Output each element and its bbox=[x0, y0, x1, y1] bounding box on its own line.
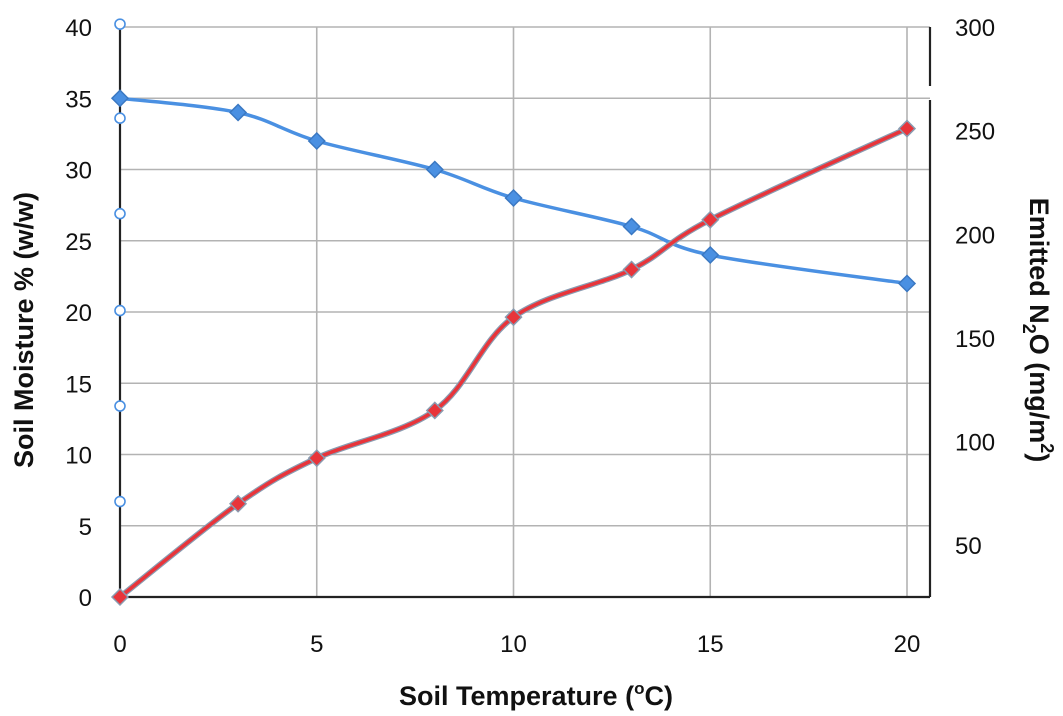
y2-tick-label-150: 150 bbox=[955, 326, 995, 353]
y-tick-label-30: 30 bbox=[65, 158, 92, 185]
left-axis-open-marker-5 bbox=[114, 495, 126, 508]
y-tick-label-0: 0 bbox=[79, 585, 92, 612]
x-tick-label-0: 0 bbox=[113, 631, 126, 658]
left-axis-open-marker-3 bbox=[114, 304, 126, 317]
moisture-series-point-0 bbox=[110, 89, 130, 108]
y2-tick-label-100: 100 bbox=[955, 430, 995, 457]
y-tick-label-10: 10 bbox=[65, 443, 92, 470]
left-axis-open-marker-1 bbox=[114, 112, 126, 124]
y2-axis-title: Emitted N2O (mg/m2) bbox=[1019, 198, 1057, 463]
x-tick-label-15: 15 bbox=[697, 631, 724, 658]
y-tick-label-5: 5 bbox=[79, 514, 92, 541]
moisture-series-point-7 bbox=[897, 274, 917, 293]
x-tick-label-10: 10 bbox=[500, 631, 527, 658]
y-tick-label-15: 15 bbox=[65, 371, 92, 398]
n2o-series-point-4 bbox=[504, 308, 523, 327]
left-axis-open-marker-2 bbox=[114, 207, 126, 220]
left-axis-open-marker-4 bbox=[114, 400, 126, 412]
moisture-series-point-4 bbox=[504, 188, 523, 208]
y-tick-label-35: 35 bbox=[65, 86, 92, 113]
n2o-series-point-0 bbox=[110, 587, 130, 607]
marker-layer bbox=[110, 18, 917, 607]
n2o-series-point-3 bbox=[425, 401, 444, 420]
n2o-series-point-1 bbox=[228, 494, 248, 513]
left-axis-open-marker-0 bbox=[114, 18, 126, 30]
y-axis-title: Soil Moisture % (w/w) bbox=[9, 192, 39, 468]
y2-tick-label-300: 300 bbox=[955, 15, 995, 42]
n2o-series-point-2 bbox=[307, 449, 326, 468]
x-tick-label-5: 5 bbox=[310, 631, 323, 658]
moisture-series-point-1 bbox=[228, 103, 248, 122]
y2-tick-label-50: 50 bbox=[955, 533, 982, 560]
y2-tick-label-250: 250 bbox=[955, 119, 995, 146]
x-tick-label-20: 20 bbox=[894, 631, 921, 658]
x-axis-title: Soil Temperature (oC) bbox=[399, 679, 673, 711]
y2-tick-label-200: 200 bbox=[955, 222, 995, 249]
n2o-series-point-5 bbox=[622, 260, 641, 279]
y-tick-label-20: 20 bbox=[65, 300, 92, 327]
tick-labels: 0 5 10 15 2005101520253035405010015020025030… bbox=[65, 15, 995, 658]
moisture-series-point-5 bbox=[622, 217, 641, 236]
y-tick-label-25: 25 bbox=[65, 229, 92, 256]
n2o-series-point-6 bbox=[701, 210, 720, 229]
moisture-series-point-6 bbox=[701, 245, 720, 265]
moisture-series-point-2 bbox=[307, 131, 326, 151]
moisture-series-point-3 bbox=[425, 160, 444, 179]
n2o-series-point-7 bbox=[897, 119, 917, 138]
y-tick-label-40: 40 bbox=[65, 15, 92, 42]
